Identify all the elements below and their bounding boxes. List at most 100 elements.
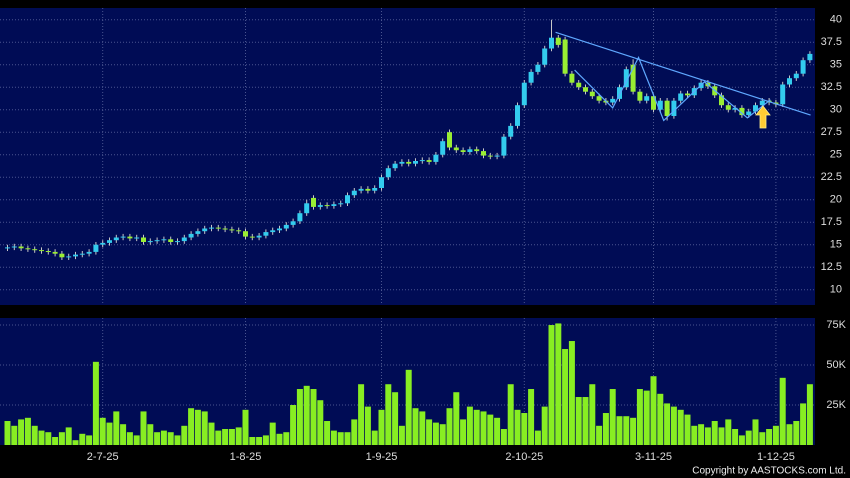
candle-body [623,69,629,88]
candle-body [617,87,622,99]
volume-bar [310,389,317,445]
candle-body [487,155,493,157]
volume-bar [521,413,528,445]
volume-bar [317,400,324,445]
y-tick-label: 17.5 [821,216,842,228]
candle-body [433,154,439,162]
volume-bar [732,429,739,445]
candle-body [569,73,575,83]
candle-body [419,160,425,162]
volume-bar [548,325,555,445]
volume-bar [602,413,609,445]
volume-bar [575,397,582,445]
volume-bar [636,389,643,445]
volume-bar [337,432,344,445]
volume-bar [670,406,677,445]
volume-bar [745,430,752,445]
candle-body [358,188,364,191]
candle-body [222,228,228,230]
candle-body [120,236,126,238]
candle-body [73,254,78,257]
y-tick-label: 35 [830,59,842,71]
volume-bar [45,432,52,445]
volume-bar [133,435,140,445]
candle-body [453,147,459,151]
candle-body [52,251,58,254]
candle-body [406,161,412,164]
volume-bar [242,409,249,445]
candle-body [202,228,208,232]
volume-bar [249,437,256,445]
volume-bar [194,409,201,445]
volume-bar [52,437,59,445]
candle-body [385,168,391,178]
y-tick-label: 50K [826,359,846,371]
volume-bar [113,411,120,445]
candle-body [147,241,153,243]
candle-body [521,82,527,106]
candle-body [392,163,398,169]
candle-body [290,221,296,225]
volume-bar [398,425,405,445]
y-tick-label: 20 [830,194,842,206]
volume-bar [453,392,460,445]
candle-body [113,237,119,241]
volume-bar [92,361,99,445]
volume-bar [460,419,467,445]
candle-body [732,107,738,110]
volume-bar [664,403,671,445]
candle-body [338,203,344,205]
volume-bar [371,430,378,445]
candle-body [270,230,276,233]
volume-bar [303,385,310,445]
volume-bar [528,389,535,445]
volume-bar [201,411,208,445]
volume-bar [385,384,392,445]
candle-body [351,190,357,196]
volume-bar [759,432,766,445]
candle-body [719,95,724,106]
price-panel [0,8,815,305]
candle-body [678,93,684,101]
candle-body [671,100,677,116]
volume-bar [364,406,371,445]
volume-bar [691,425,698,445]
volume-bar [704,427,711,445]
y-tick-label: 37.5 [821,36,842,48]
volume-bar [58,432,65,445]
volume-bar [283,432,290,445]
candle-body [39,250,44,252]
volume-bar [99,417,106,445]
candle-body [175,241,180,243]
candle-body [739,107,745,116]
candle-body [324,205,330,207]
candle-body [79,253,85,255]
volume-bar [446,408,453,445]
candle-body [66,256,72,258]
volume-bar [154,432,161,445]
candle-body [181,237,187,242]
volume-bar [466,406,473,445]
volume-bar [147,424,154,445]
candle-body [311,197,316,207]
volume-bar [330,430,337,445]
volume-bar [235,427,242,445]
volume-bar [698,424,705,445]
candle-body [664,100,670,116]
candle-body [413,161,418,164]
candle-body [59,253,65,258]
candle-body [753,105,758,112]
y-tick-label: 40 [830,14,842,26]
candle-body [249,236,255,238]
y-tick-label: 27.5 [821,126,842,138]
volume-bar [38,430,45,445]
candle-body [11,246,17,248]
volume-bar [596,425,603,445]
volume-bar [419,411,426,445]
volume-bar [541,406,548,445]
volume-bar [215,430,222,445]
candle-body [501,136,507,156]
candle-body [610,98,616,103]
volume-bar [432,422,439,445]
volume-bar [806,384,813,445]
